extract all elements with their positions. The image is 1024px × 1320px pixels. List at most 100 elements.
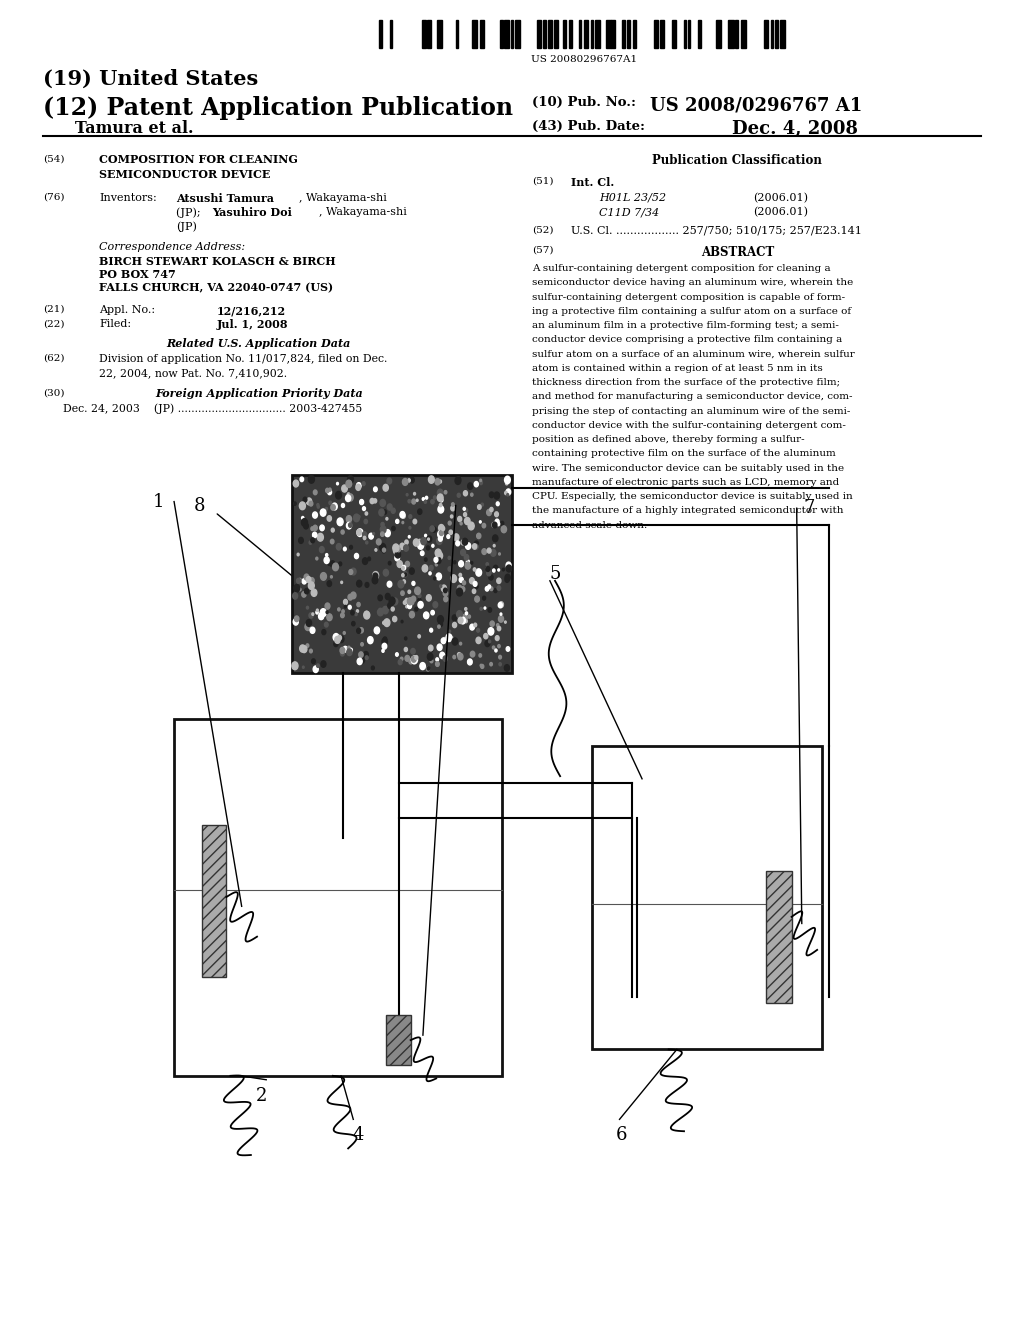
Circle shape <box>484 607 485 609</box>
Circle shape <box>335 636 340 643</box>
Text: (57): (57) <box>532 246 554 255</box>
Circle shape <box>342 484 347 492</box>
Circle shape <box>457 589 463 597</box>
Circle shape <box>462 540 464 544</box>
Text: Dec. 24, 2003    (JP) ................................ 2003-427455: Dec. 24, 2003 (JP) .....................… <box>63 404 362 414</box>
Circle shape <box>464 554 469 560</box>
Circle shape <box>359 499 364 504</box>
Circle shape <box>303 498 307 502</box>
Circle shape <box>389 597 395 605</box>
Circle shape <box>427 653 433 660</box>
Circle shape <box>454 561 456 564</box>
Circle shape <box>443 589 447 593</box>
Circle shape <box>409 515 412 519</box>
Circle shape <box>383 484 388 491</box>
Circle shape <box>313 490 317 495</box>
Circle shape <box>458 618 463 623</box>
Circle shape <box>439 585 441 587</box>
Text: Division of application No. 11/017,824, filed on Dec.: Division of application No. 11/017,824, … <box>99 354 388 364</box>
Circle shape <box>357 602 360 607</box>
Text: (30): (30) <box>43 388 65 397</box>
Circle shape <box>419 540 421 543</box>
Circle shape <box>501 521 504 525</box>
Circle shape <box>313 525 317 531</box>
Circle shape <box>492 523 496 528</box>
Bar <box>456 20 458 48</box>
Circle shape <box>293 593 298 599</box>
Circle shape <box>348 606 351 609</box>
Circle shape <box>309 649 312 653</box>
Circle shape <box>424 500 426 503</box>
Circle shape <box>440 498 443 502</box>
Circle shape <box>339 562 342 566</box>
Circle shape <box>439 622 442 627</box>
Circle shape <box>458 585 462 591</box>
Circle shape <box>383 548 385 552</box>
Text: containing protective film on the surface of the aluminum: containing protective film on the surfac… <box>532 449 837 458</box>
Circle shape <box>382 606 388 614</box>
Circle shape <box>313 667 318 672</box>
Text: sulfur-containing detergent composition is capable of form-: sulfur-containing detergent composition … <box>532 293 846 301</box>
Text: (JP): (JP) <box>176 222 197 232</box>
Circle shape <box>506 482 508 484</box>
Circle shape <box>428 475 434 483</box>
Circle shape <box>488 574 494 579</box>
Circle shape <box>426 667 429 671</box>
Circle shape <box>417 499 418 502</box>
Circle shape <box>453 655 456 659</box>
Circle shape <box>479 480 482 484</box>
Circle shape <box>395 653 398 656</box>
Bar <box>728 20 733 48</box>
Text: position as defined above, thereby forming a sulfur-: position as defined above, thereby formi… <box>532 436 805 444</box>
Circle shape <box>437 626 440 628</box>
Circle shape <box>351 611 354 615</box>
Circle shape <box>404 647 408 652</box>
Text: 8: 8 <box>194 496 206 515</box>
Circle shape <box>317 533 324 541</box>
Circle shape <box>329 502 332 504</box>
Circle shape <box>453 638 458 645</box>
Text: (43) Pub. Date:: (43) Pub. Date: <box>532 120 645 133</box>
Circle shape <box>409 659 413 664</box>
Circle shape <box>430 648 433 652</box>
Circle shape <box>388 561 391 565</box>
Text: (2006.01): (2006.01) <box>753 207 808 218</box>
Text: A sulfur-containing detergent composition for cleaning a: A sulfur-containing detergent compositio… <box>532 264 831 273</box>
Circle shape <box>412 656 416 663</box>
Bar <box>511 20 512 48</box>
Circle shape <box>415 587 421 594</box>
Bar <box>174 719 502 1076</box>
Circle shape <box>412 656 418 664</box>
Circle shape <box>468 659 472 665</box>
Circle shape <box>408 479 411 482</box>
Bar <box>292 475 512 673</box>
Circle shape <box>340 651 344 656</box>
Circle shape <box>319 546 325 553</box>
Circle shape <box>391 607 394 611</box>
Circle shape <box>443 590 447 597</box>
Circle shape <box>392 598 397 605</box>
Circle shape <box>303 645 305 648</box>
Circle shape <box>443 656 447 661</box>
Circle shape <box>401 574 404 577</box>
Circle shape <box>493 645 495 649</box>
Circle shape <box>338 635 341 640</box>
Circle shape <box>422 565 428 572</box>
Circle shape <box>452 503 455 506</box>
Circle shape <box>339 636 344 643</box>
Circle shape <box>362 482 366 486</box>
Circle shape <box>441 585 446 591</box>
Circle shape <box>338 609 340 611</box>
Circle shape <box>497 502 500 506</box>
Text: wire. The semiconductor device can be suitably used in the: wire. The semiconductor device can be su… <box>532 463 845 473</box>
Text: Dec. 4, 2008: Dec. 4, 2008 <box>732 120 858 139</box>
Circle shape <box>403 601 407 605</box>
Circle shape <box>446 535 450 539</box>
Text: 1: 1 <box>153 492 165 511</box>
Circle shape <box>302 667 304 668</box>
Circle shape <box>435 661 439 667</box>
Circle shape <box>383 569 388 576</box>
Text: , Wakayama-shi: , Wakayama-shi <box>319 207 408 218</box>
Circle shape <box>459 573 462 577</box>
Circle shape <box>337 482 339 484</box>
